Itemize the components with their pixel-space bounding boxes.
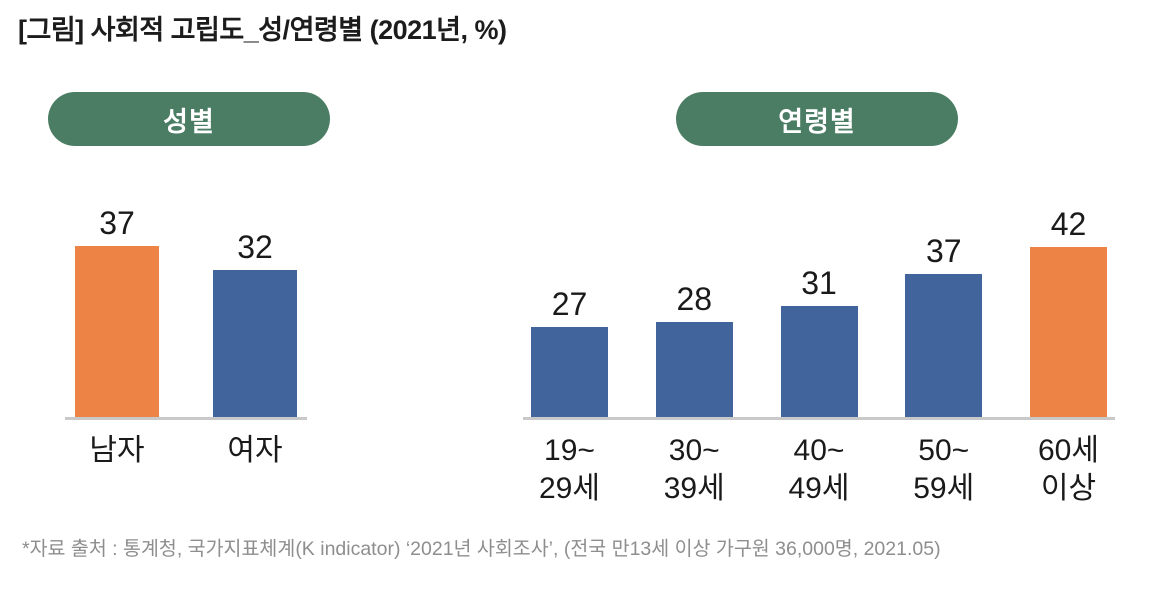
bar-column: 32 — [213, 231, 297, 417]
age-section-label: 연령별 — [778, 106, 856, 137]
gender-section-pill: 성별 — [48, 92, 330, 146]
category-label: 남자 — [89, 434, 145, 467]
bar-value-label: 37 — [925, 233, 962, 269]
bar-column: 37 — [905, 233, 983, 417]
bar — [75, 246, 159, 417]
age-chart-categories: 19~ 29세 30~ 39세 40~ 49세 50~ 59세 60세 이상 — [523, 432, 1115, 508]
age-chart-plot: 27 28 31 37 42 — [523, 190, 1115, 420]
bar-value-label: 32 — [237, 229, 273, 265]
gender-chart-plot: 37 32 — [65, 190, 307, 420]
bar — [213, 270, 297, 417]
category-label: 여자 — [227, 434, 283, 467]
category-label: 40~ 49세 — [788, 434, 850, 505]
category-label: 30~ 39세 — [663, 434, 725, 505]
bar-value-label: 27 — [551, 286, 588, 322]
bar-column: 31 — [780, 265, 858, 417]
category-label: 60세 이상 — [1038, 434, 1099, 505]
category-label: 19~ 29세 — [539, 434, 600, 505]
bar-value-label: 42 — [1050, 206, 1087, 242]
bar — [655, 322, 733, 417]
bar-value-label: 37 — [99, 205, 135, 241]
bar-column: 42 — [1030, 208, 1107, 417]
bar-column: 28 — [655, 281, 733, 417]
source-footnote: *자료 출처 : 통계청, 국가지표체계(K indicator) ‘2021년… — [22, 538, 941, 560]
category-label: 50~ 59세 — [913, 434, 975, 505]
bar — [780, 306, 858, 417]
age-section-pill: 연령별 — [676, 92, 958, 146]
bar-value-label: 28 — [676, 281, 713, 317]
gender-section-label: 성별 — [163, 106, 215, 137]
bar — [531, 327, 608, 417]
bar-column: 27 — [531, 288, 608, 417]
bar — [905, 274, 983, 417]
bar-column: 37 — [75, 207, 159, 417]
gender-chart-categories: 남자 여자 — [65, 432, 307, 470]
bar — [1030, 247, 1107, 417]
figure-title: [그림] 사회적 고립도_성/연령별 (2021년, %) — [18, 15, 507, 45]
bar-value-label: 31 — [801, 265, 837, 301]
